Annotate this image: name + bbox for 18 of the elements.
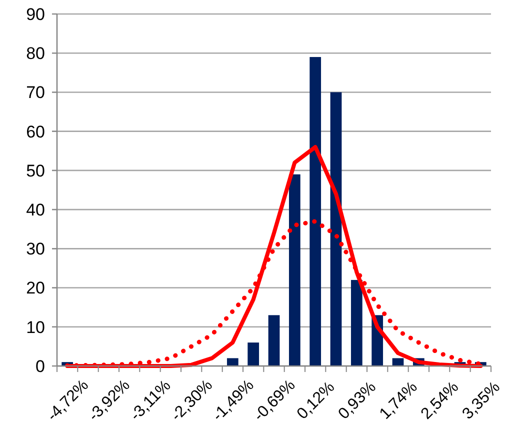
y-tick-label: 10 bbox=[26, 318, 45, 337]
bar bbox=[310, 57, 322, 366]
y-tick-label: 60 bbox=[26, 122, 45, 142]
y-tick-label: 0 bbox=[36, 356, 45, 376]
y-tick-label: 40 bbox=[26, 200, 45, 220]
bar bbox=[330, 92, 342, 366]
bar bbox=[226, 358, 238, 366]
y-tick-label: 90 bbox=[26, 4, 45, 24]
y-tick-label: 30 bbox=[26, 240, 45, 259]
bar bbox=[288, 174, 300, 366]
y-tick-label: 20 bbox=[26, 278, 45, 298]
bar bbox=[350, 280, 362, 366]
y-tick-label: 70 bbox=[26, 83, 45, 102]
bar bbox=[248, 342, 260, 366]
bar bbox=[392, 358, 404, 366]
y-tick-label: 80 bbox=[26, 44, 45, 64]
bar bbox=[268, 315, 280, 366]
y-tick-label: 50 bbox=[26, 161, 45, 180]
